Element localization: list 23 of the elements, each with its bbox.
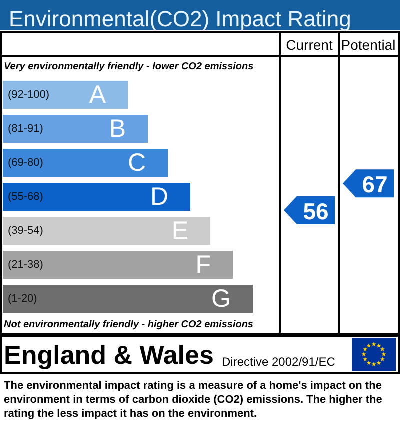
y-tick-label: G <box>212 285 231 313</box>
annotation: (81-91) <box>8 123 44 135</box>
text: England & Wales <box>4 340 214 370</box>
y-tick-label: F <box>196 251 211 279</box>
annotation: (92-100) <box>8 89 50 101</box>
chart-title: Environmental(CO2) Impact Rating <box>9 6 352 32</box>
annotation: (55-68) <box>8 191 44 203</box>
text: Current <box>286 37 333 53</box>
annotation: (69-80) <box>8 157 44 169</box>
text: 67 <box>362 172 388 198</box>
annotation: (39-54) <box>8 225 44 237</box>
y-tick-label: D <box>150 183 168 211</box>
text: The environmental impact rating is a measure of a home's impact on the environment in terms of carbon dioxide (CO2) emissions. The higher the rating the less impact it has on the environment. <box>4 380 386 420</box>
text: Not environmentally friendly - higher CO2 emissions <box>4 320 254 330</box>
text: 56 <box>303 198 329 224</box>
y-tick-label: C <box>128 149 146 177</box>
text: Very environmentally friendly - lower CO2 emissions <box>4 62 254 72</box>
annotation: (21-38) <box>8 259 44 271</box>
annotation: (1-20) <box>8 293 38 305</box>
y-tick-label: B <box>109 115 126 143</box>
y-tick-label: A <box>89 81 106 109</box>
text: Potential <box>341 37 396 53</box>
text: Directive 2002/91/EC <box>222 355 336 369</box>
